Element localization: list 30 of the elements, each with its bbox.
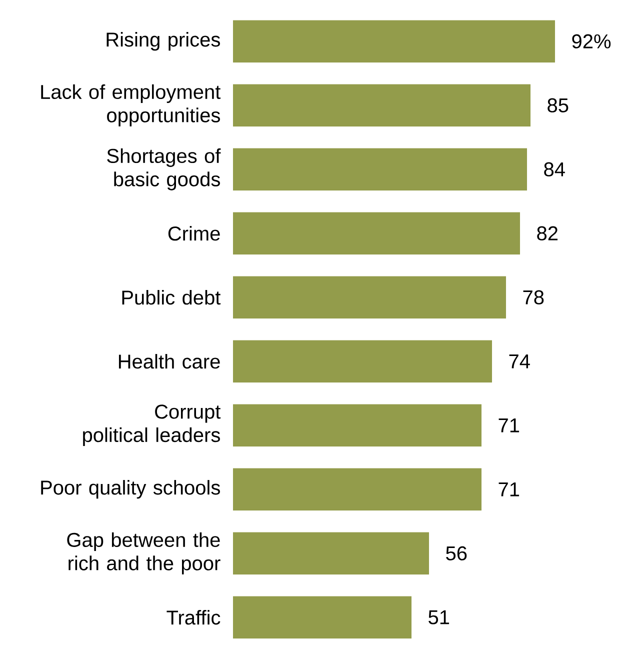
y-tick-label: Crime <box>168 226 220 241</box>
bar <box>233 532 430 574</box>
y-tick-label: Public debt <box>122 290 221 305</box>
y-tick-label: Gap between the rich and the poor <box>67 532 220 574</box>
bar <box>233 84 531 126</box>
data-label: 71 <box>498 418 520 432</box>
bar <box>233 148 528 190</box>
data-label: 51 <box>428 610 450 624</box>
y-tick-label: Corrupt political leaders <box>83 404 221 446</box>
bar <box>233 340 492 382</box>
data-label: 82 <box>537 226 558 240</box>
bar <box>233 468 482 510</box>
y-tick-label: Lack of employment opportunities <box>41 84 221 126</box>
bar <box>233 20 556 62</box>
y-tick-label: Health care <box>118 354 220 369</box>
data-label: 56 <box>446 546 467 560</box>
y-tick-label: Poor quality schools <box>41 480 220 499</box>
bar <box>233 212 520 254</box>
data-label: 78 <box>523 290 544 304</box>
y-tick-label: Traffic <box>166 610 220 625</box>
data-label: 85 <box>548 98 568 112</box>
data-label: 74 <box>509 354 530 368</box>
data-label: 92% <box>572 34 611 48</box>
y-tick-label: Rising prices <box>106 32 220 51</box>
bar <box>233 276 506 318</box>
y-tick-label: Shortages of basic goods <box>107 148 221 190</box>
data-label: 71 <box>498 482 520 496</box>
bar <box>233 404 482 446</box>
bar <box>233 596 412 638</box>
data-label: 84 <box>544 162 565 176</box>
